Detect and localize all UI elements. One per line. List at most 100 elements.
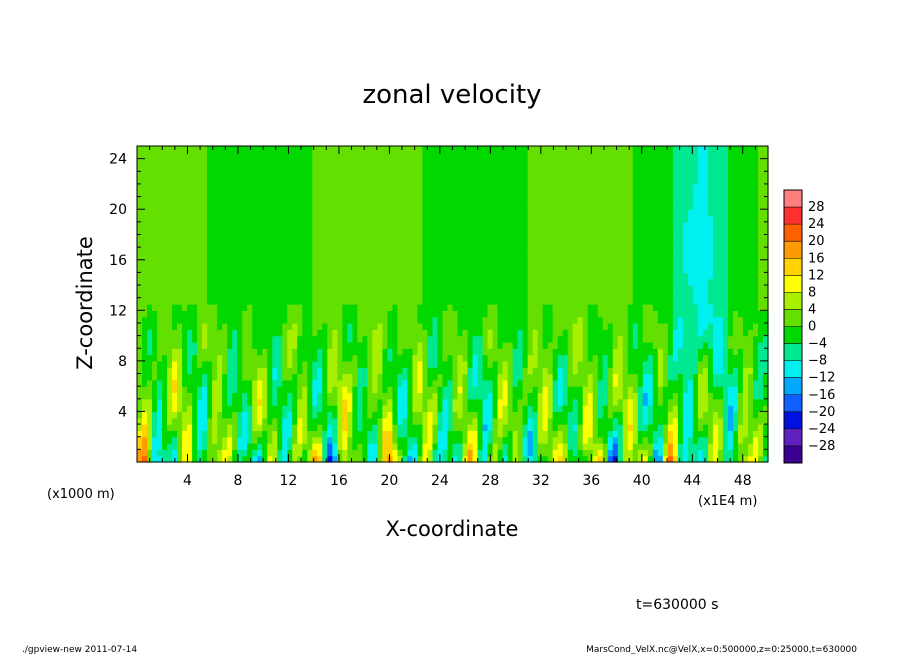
heatmap-cell — [312, 335, 318, 343]
heatmap-cell — [347, 405, 353, 413]
heatmap-cell — [157, 304, 163, 311]
heatmap-cell — [657, 234, 664, 242]
heatmap-cell — [697, 348, 704, 356]
heatmap-cell — [697, 304, 704, 311]
heatmap-cell — [632, 424, 639, 431]
heatmap-cell — [212, 209, 218, 217]
heatmap-cell — [542, 259, 549, 267]
heatmap-cell — [547, 348, 554, 356]
heatmap-cell — [392, 329, 399, 337]
heatmap-cell — [177, 354, 183, 362]
heatmap-cell — [572, 266, 579, 273]
heatmap-cell — [547, 304, 554, 311]
heatmap-cell — [362, 449, 368, 457]
heatmap-cell — [292, 291, 298, 299]
heatmap-cell — [627, 291, 634, 299]
heatmap-cell — [137, 304, 143, 311]
heatmap-cell — [297, 228, 303, 236]
heatmap-cell — [357, 443, 363, 450]
heatmap-cell — [432, 335, 439, 343]
heatmap-cell — [582, 455, 589, 463]
heatmap-cell — [322, 253, 328, 261]
heatmap-cell — [572, 285, 579, 292]
heatmap-cell — [597, 221, 604, 229]
heatmap-cell — [607, 215, 614, 223]
heatmap-cell — [722, 316, 729, 324]
heatmap-cell — [277, 455, 283, 463]
heatmap-cell — [392, 316, 399, 324]
heatmap-cell — [602, 310, 609, 318]
heatmap-cell — [232, 291, 238, 299]
heatmap-cell — [637, 348, 644, 356]
heatmap-cell — [417, 436, 424, 444]
heatmap-cell — [242, 234, 248, 242]
heatmap-cell — [377, 367, 383, 375]
heatmap-cell — [217, 379, 223, 387]
heatmap-cell — [297, 373, 303, 381]
heatmap-cell — [272, 348, 278, 356]
heatmap-cell — [167, 322, 173, 330]
heatmap-cell — [647, 436, 654, 444]
heatmap-cell — [667, 240, 674, 248]
heatmap-cell — [422, 430, 429, 438]
heatmap-cell — [627, 373, 634, 381]
heatmap-cell — [477, 278, 484, 286]
heatmap-cell — [192, 405, 198, 413]
heatmap-cell — [317, 398, 323, 406]
heatmap-cell — [407, 424, 414, 431]
heatmap-cell — [357, 228, 363, 236]
heatmap-cell — [482, 304, 489, 311]
heatmap-cell — [687, 417, 694, 425]
heatmap-cell — [347, 209, 353, 217]
heatmap-cell — [592, 341, 599, 349]
heatmap-cell — [327, 291, 333, 299]
heatmap-cell — [422, 297, 429, 305]
heatmap-cell — [202, 310, 208, 318]
heatmap-cell — [542, 424, 549, 431]
heatmap-cell — [547, 430, 554, 438]
heatmap-cell — [142, 455, 148, 463]
heatmap-cell — [727, 373, 734, 381]
heatmap-cell — [337, 398, 343, 406]
heatmap-cell — [277, 430, 283, 438]
heatmap-cell — [737, 329, 744, 337]
heatmap-cell — [197, 367, 203, 375]
heatmap-cell — [342, 455, 348, 463]
heatmap-cell — [597, 240, 604, 248]
heatmap-cell — [482, 398, 489, 406]
heatmap-cell — [562, 405, 569, 413]
heatmap-cell — [657, 443, 664, 450]
heatmap-cell — [337, 285, 343, 292]
heatmap-cell — [577, 405, 584, 413]
heatmap-cell — [247, 322, 253, 330]
heatmap-cell — [672, 221, 679, 229]
heatmap-cell — [422, 240, 429, 248]
heatmap-cell — [557, 335, 564, 343]
heatmap-cell — [212, 449, 218, 457]
heatmap-cell — [527, 405, 534, 413]
heatmap-cell — [257, 348, 263, 356]
heatmap-cell — [152, 424, 158, 431]
heatmap-cell — [607, 234, 614, 242]
heatmap-cell — [692, 373, 699, 381]
heatmap-cell — [392, 360, 399, 368]
heatmap-cell — [352, 310, 358, 318]
heatmap-cell — [402, 443, 409, 450]
heatmap-cell — [592, 386, 599, 394]
heatmap-cell — [307, 209, 313, 217]
heatmap-cell — [397, 354, 404, 362]
heatmap-cell — [337, 247, 343, 255]
heatmap-cell — [182, 405, 188, 413]
heatmap-cell — [542, 341, 549, 349]
heatmap-cell — [352, 430, 358, 438]
heatmap-cell — [727, 316, 734, 324]
heatmap-cell — [762, 354, 769, 362]
heatmap-cell — [702, 322, 709, 330]
heatmap-cell — [757, 310, 764, 318]
heatmap-cell — [727, 247, 734, 255]
heatmap-cell — [187, 360, 193, 368]
heatmap-cell — [582, 329, 589, 337]
heatmap-cell — [137, 285, 143, 292]
heatmap-cell — [717, 405, 724, 413]
heatmap-cell — [472, 455, 479, 463]
